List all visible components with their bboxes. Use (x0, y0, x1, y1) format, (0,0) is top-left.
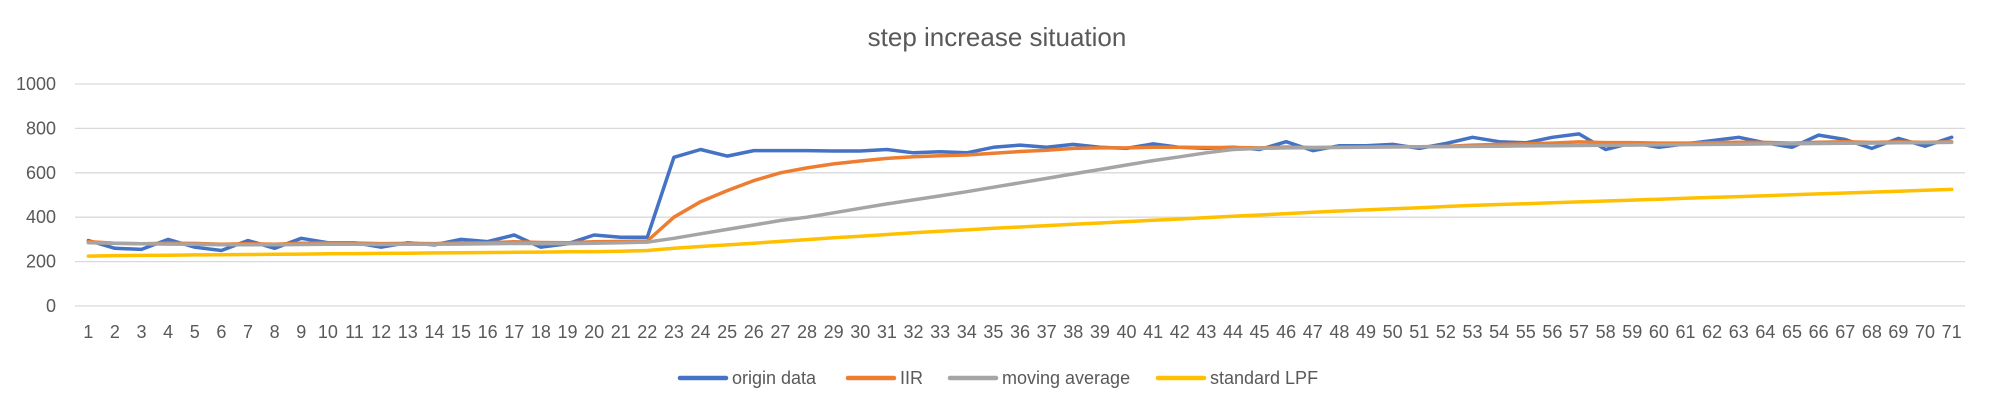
x-tick-label: 59 (1622, 322, 1642, 342)
x-tick-label: 49 (1356, 322, 1376, 342)
x-tick-label: 4 (163, 322, 173, 342)
x-tick-label: 15 (451, 322, 471, 342)
y-tick-label: 400 (26, 207, 56, 227)
x-tick-label: 6 (216, 322, 226, 342)
x-tick-label: 71 (1942, 322, 1962, 342)
x-tick-label: 47 (1303, 322, 1323, 342)
x-tick-label: 3 (137, 322, 147, 342)
x-tick-label: 40 (1116, 322, 1136, 342)
x-tick-label: 22 (637, 322, 657, 342)
x-tick-label: 36 (1010, 322, 1030, 342)
x-tick-label: 13 (398, 322, 418, 342)
x-tick-label: 5 (190, 322, 200, 342)
series-line-standard-lpf (86, 187, 1954, 258)
y-tick-label: 800 (26, 118, 56, 138)
y-axis-ticks: 0 200 400 600 800 1000 (16, 74, 56, 316)
series-line-moving-average (86, 140, 1954, 247)
x-tick-label: 58 (1596, 322, 1616, 342)
y-tick-label: 0 (46, 296, 56, 316)
x-tick-label: 32 (904, 322, 924, 342)
legend: origin data IIR moving average standard LPF (677, 368, 1318, 388)
x-tick-label: 14 (424, 322, 444, 342)
x-tick-label: 19 (557, 322, 577, 342)
x-tick-label: 44 (1223, 322, 1243, 342)
series-line-iir (86, 139, 1954, 247)
x-tick-label: 25 (717, 322, 737, 342)
x-tick-label: 41 (1143, 322, 1163, 342)
x-tick-label: 60 (1649, 322, 1669, 342)
x-tick-label: 34 (957, 322, 977, 342)
y-tick-label: 1000 (16, 74, 56, 94)
x-tick-label: 46 (1276, 322, 1296, 342)
x-tick-label: 23 (664, 322, 684, 342)
chart-title: step increase situation (868, 22, 1127, 52)
x-tick-label: 11 (345, 322, 364, 342)
x-tick-label: 1 (83, 322, 93, 342)
x-tick-label: 67 (1835, 322, 1855, 342)
x-tick-label: 50 (1383, 322, 1403, 342)
x-tick-label: 69 (1888, 322, 1908, 342)
x-tick-label: 63 (1729, 322, 1749, 342)
x-tick-label: 52 (1436, 322, 1456, 342)
y-tick-label: 600 (26, 163, 56, 183)
grid-layer (75, 83, 1965, 307)
x-tick-label: 43 (1196, 322, 1216, 342)
x-tick-label: 61 (1675, 322, 1695, 342)
x-tick-label: 42 (1170, 322, 1190, 342)
x-tick-label: 16 (478, 322, 498, 342)
x-tick-label: 26 (744, 322, 764, 342)
y-tick-label: 200 (26, 252, 56, 272)
x-tick-label: 27 (770, 322, 790, 342)
x-tick-label: 65 (1782, 322, 1802, 342)
x-tick-label: 39 (1090, 322, 1110, 342)
x-tick-label: 8 (270, 322, 280, 342)
x-tick-label: 38 (1063, 322, 1083, 342)
x-tick-label: 20 (584, 322, 604, 342)
x-tick-label: 28 (797, 322, 817, 342)
legend-entry-label: moving average (1002, 368, 1130, 388)
x-tick-label: 48 (1329, 322, 1349, 342)
x-tick-label: 66 (1809, 322, 1829, 342)
x-tick-label: 45 (1250, 322, 1270, 342)
x-tick-label: 64 (1755, 322, 1775, 342)
x-tick-label: 7 (243, 322, 253, 342)
x-tick-label: 29 (824, 322, 844, 342)
x-tick-label: 24 (691, 322, 711, 342)
legend-entry-label: origin data (732, 368, 817, 388)
x-tick-label: 31 (877, 322, 897, 342)
x-tick-label: 62 (1702, 322, 1722, 342)
legend-entry-label: standard LPF (1210, 368, 1318, 388)
x-tick-label: 10 (318, 322, 338, 342)
x-tick-label: 17 (504, 322, 524, 342)
x-tick-label: 18 (531, 322, 551, 342)
x-tick-label: 68 (1862, 322, 1882, 342)
x-axis-ticks: 1 2 3 4 5 6 7 8 9 10 11 12 13 14 15 16 17 18 19 20 21 22 23 24 2… (83, 322, 1961, 342)
legend-entry-label: IIR (900, 368, 923, 388)
x-tick-label: 56 (1542, 322, 1562, 342)
x-tick-label: 21 (611, 322, 631, 342)
x-tick-label: 30 (850, 322, 870, 342)
x-tick-label: 9 (296, 322, 306, 342)
x-tick-label: 54 (1489, 322, 1509, 342)
x-tick-label: 57 (1569, 322, 1589, 342)
x-tick-label: 53 (1463, 322, 1483, 342)
x-tick-label: 35 (983, 322, 1003, 342)
x-tick-label: 2 (110, 322, 120, 342)
x-tick-label: 55 (1516, 322, 1536, 342)
x-tick-label: 51 (1409, 322, 1429, 342)
x-tick-label: 70 (1915, 322, 1935, 342)
series-layer (86, 132, 1954, 258)
x-tick-label: 33 (930, 322, 950, 342)
x-tick-label: 37 (1037, 322, 1057, 342)
x-tick-label: 12 (371, 322, 391, 342)
